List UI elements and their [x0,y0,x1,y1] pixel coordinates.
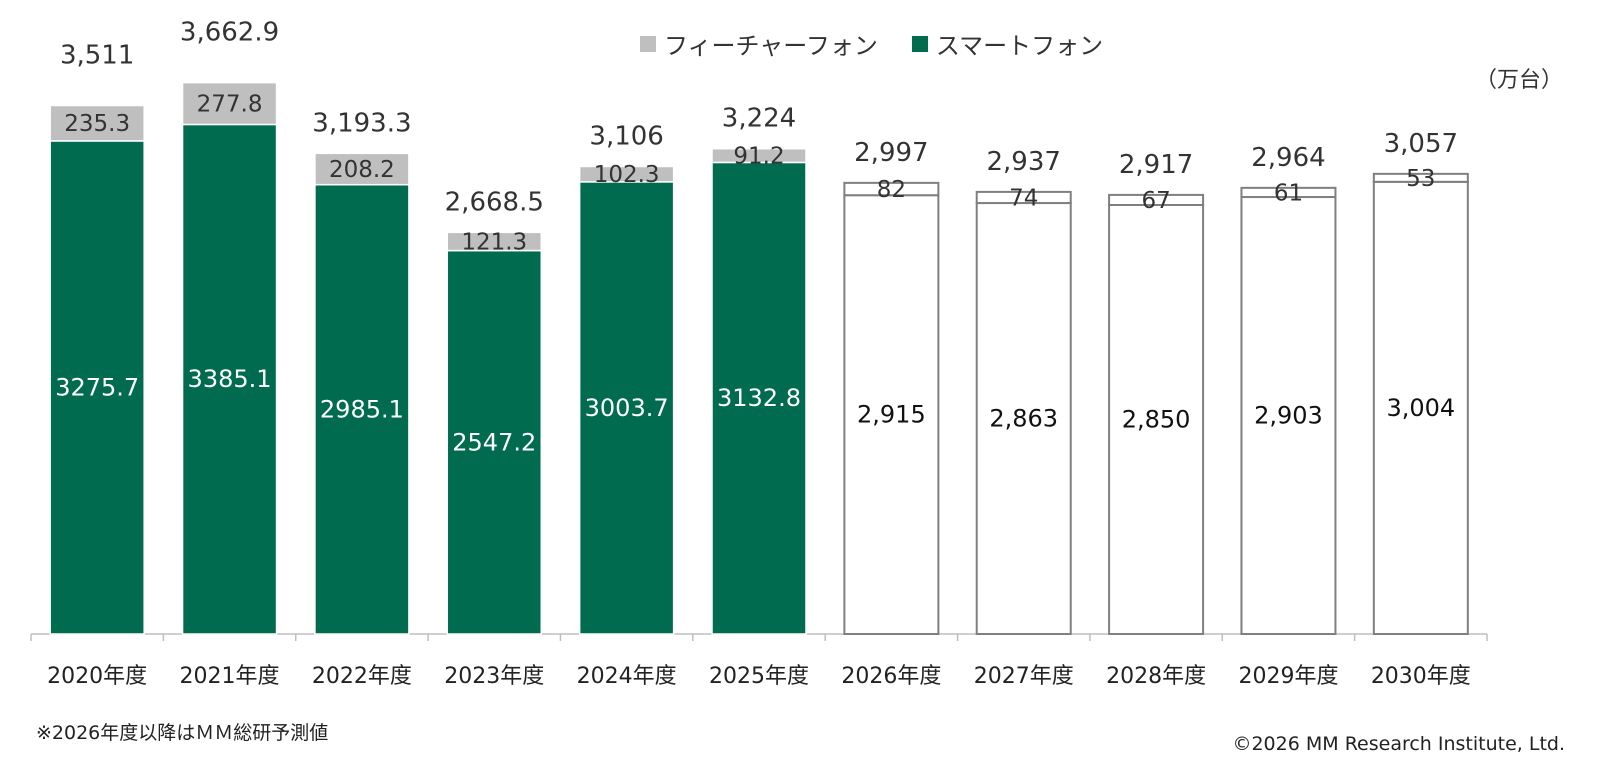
x-tick-label: 2030年度 [1371,664,1471,689]
copyright: ©2026 MM Research Institute, Ltd. [1232,733,1565,755]
legend-label-smartphone: スマートフォン [935,32,1104,60]
data-label-total: 3,224 [722,104,796,134]
bar-feature-phone [711,147,807,164]
data-label-feature-phone: 91.2 [733,144,784,170]
data-label-total: 3,106 [589,121,663,151]
data-label-smartphone: 2,850 [1122,406,1191,434]
bar-feature-phone [446,231,543,252]
bar-smartphone-forecast [1372,180,1469,636]
unit-label: （万台） [1474,68,1563,93]
bar-feature-phone [49,104,145,142]
data-label-smartphone: 3385.1 [188,365,272,393]
data-label-feature-phone: 208.2 [329,157,395,183]
bar-smartphone [578,181,675,635]
data-label-feature-phone: 121.3 [461,229,527,255]
x-tick-label: 2022年度 [312,664,412,689]
x-tick-label: 2028年度 [1106,664,1206,689]
data-label-total: 2,964 [1251,143,1325,173]
bar-feature-phone-forecast [1240,186,1337,199]
bar-smartphone [314,183,410,635]
data-label-total: 3,057 [1384,129,1458,159]
legend-item-smartphone: スマートフォン [911,26,1104,61]
data-label-feature-phone: 235.3 [64,111,130,137]
data-label-total: 2,937 [987,147,1061,177]
data-label-total: 3,193.3 [312,108,411,138]
x-tick-label: 2026年度 [841,664,941,689]
legend-label-feature-phone: フィーチャーフォン [664,32,878,60]
bar-feature-phone-forecast [1372,172,1469,183]
data-label-total: 2,997 [854,138,928,168]
chart-legend: フィーチャーフォン スマートフォン [640,26,1103,61]
bar-feature-phone [578,165,675,183]
bar-smartphone-forecast [843,194,940,635]
footnote: ※2026年度以降はＭＭ総研予測値 [36,722,329,744]
x-tick-label: 2027年度 [974,664,1074,689]
data-label-smartphone: 2,915 [857,401,926,429]
bar-feature-phone [181,81,278,126]
data-label-total: 3,662.9 [180,18,279,48]
bar-feature-phone [314,152,410,186]
bar-smartphone [711,161,807,635]
bar-smartphone [181,123,278,635]
data-label-feature-phone: 61 [1274,180,1303,206]
data-label-smartphone: 2547.2 [452,428,536,456]
data-label-total: 2,917 [1119,150,1193,180]
bar-smartphone [49,140,145,635]
bar-feature-phone-forecast [975,190,1072,205]
bar-smartphone [446,249,543,635]
x-tick-label: 2020年度 [47,664,147,689]
x-tick-label: 2029年度 [1238,664,1338,689]
x-tick-label: 2024年度 [577,664,677,689]
data-label-smartphone: 2,863 [989,405,1058,433]
bar-feature-phone-forecast [1108,193,1205,206]
bar-smartphone-forecast [975,202,1072,635]
x-tick-label: 2023年度 [444,664,544,689]
data-label-smartphone: 3003.7 [585,394,669,422]
data-label-feature-phone: 277.8 [197,92,263,118]
x-tick-label: 2025年度 [709,664,809,689]
data-label-feature-phone: 53 [1406,166,1435,192]
legend-swatch-smartphone [911,35,928,52]
data-label-feature-phone: 102.3 [594,162,660,188]
data-label-smartphone: 2985.1 [320,395,404,423]
legend-swatch-feature-phone [640,35,656,52]
legend-item-feature-phone: フィーチャーフォン [640,26,878,61]
data-label-smartphone: 2,903 [1254,402,1323,430]
data-label-total: 2,668.5 [445,187,544,217]
x-tick-label: 2021年度 [180,664,280,689]
bar-smartphone-forecast [1108,204,1205,635]
bar-feature-phone-forecast [843,181,940,197]
data-label-smartphone: 3132.8 [717,384,801,412]
data-label-total: 3,511 [60,41,134,71]
data-label-smartphone: 3,004 [1386,394,1455,422]
data-label-feature-phone: 67 [1141,188,1170,214]
data-label-feature-phone: 82 [877,177,906,203]
data-label-feature-phone: 74 [1009,185,1038,211]
data-label-smartphone: 3275.7 [55,373,139,401]
